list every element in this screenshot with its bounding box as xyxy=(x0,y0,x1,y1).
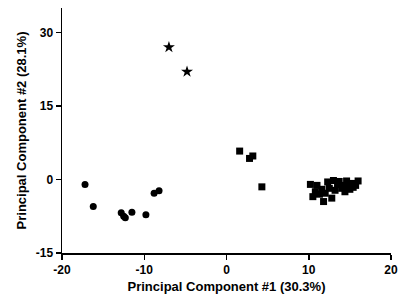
svg-text:0: 0 xyxy=(223,263,230,277)
svg-text:20: 20 xyxy=(384,263,398,277)
svg-text:-20: -20 xyxy=(53,263,71,277)
svg-text:30: 30 xyxy=(40,26,54,40)
svg-text:0: 0 xyxy=(46,173,53,187)
svg-text:-10: -10 xyxy=(136,263,154,277)
svg-text:Principal Component #1 (30.3%): Principal Component #1 (30.3%) xyxy=(128,279,326,294)
svg-text:Principal Component #2 (28.1%): Principal Component #2 (28.1%) xyxy=(14,32,29,230)
svg-text:-15: -15 xyxy=(36,246,54,260)
svg-text:10: 10 xyxy=(302,263,316,277)
svg-text:15: 15 xyxy=(40,99,54,113)
